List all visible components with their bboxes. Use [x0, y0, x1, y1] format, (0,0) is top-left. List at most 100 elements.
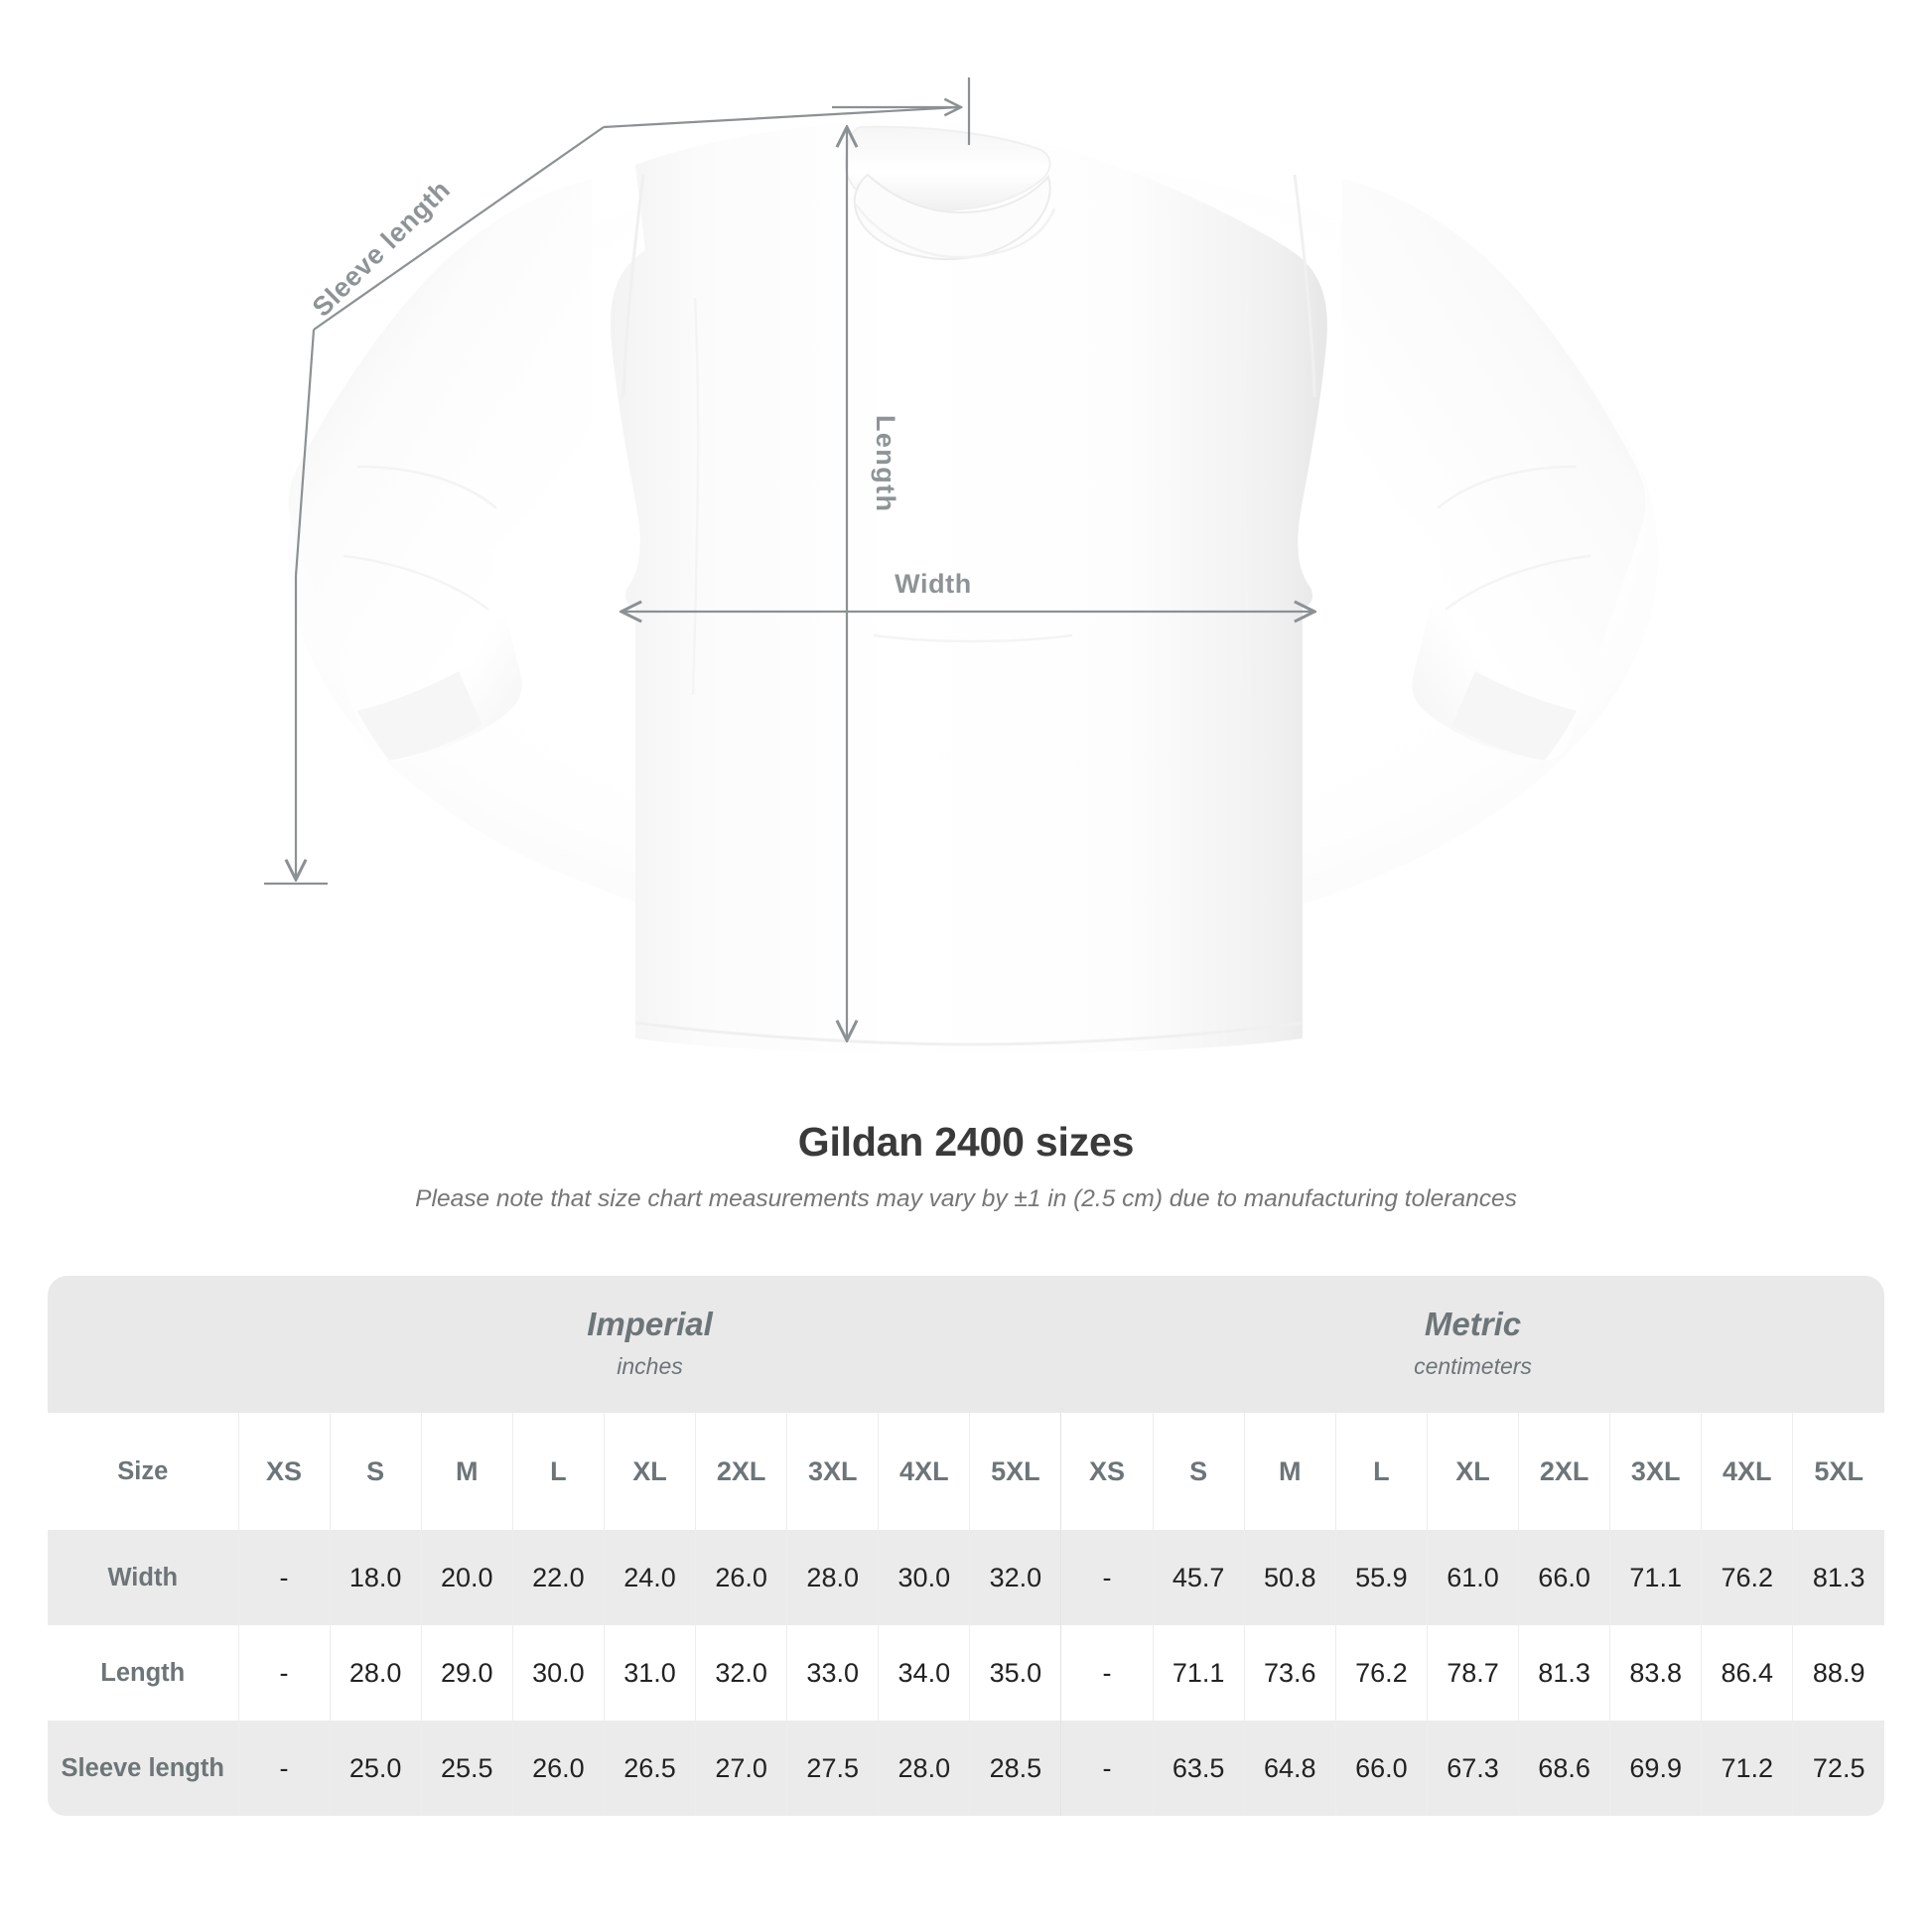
cell-sleeve-metric-5xl: 72.5 — [1792, 1721, 1885, 1817]
size-header-metric-2xl: 2XL — [1518, 1413, 1610, 1531]
row-label-sleeve-length: Sleeve length — [48, 1721, 238, 1817]
size-header-metric-m: M — [1243, 1413, 1336, 1531]
size-label-cell: Size — [48, 1413, 238, 1531]
unit-head-metric: Metric centimeters — [1060, 1276, 1885, 1414]
cell-sleeve-metric-l: 66.0 — [1334, 1721, 1428, 1817]
left-cuff — [357, 671, 483, 760]
cell-width-metric-m: 50.8 — [1243, 1530, 1336, 1626]
row-label-length: Length — [48, 1625, 238, 1722]
size-header-metric-xs: XS — [1060, 1413, 1154, 1531]
left-shoulder-seam — [621, 174, 645, 398]
cell-width-metric-s: 45.7 — [1152, 1530, 1245, 1626]
cell-width-metric-2xl: 66.0 — [1518, 1530, 1610, 1626]
cell-length-metric-xs: - — [1060, 1625, 1154, 1722]
cell-width-imperial-3xl: 28.0 — [786, 1530, 879, 1626]
cell-sleeve-metric-m: 64.8 — [1243, 1721, 1336, 1817]
cell-width-imperial-xl: 24.0 — [603, 1530, 696, 1626]
cell-width-imperial-m: 20.0 — [420, 1530, 513, 1626]
size-header-metric-4xl: 4XL — [1701, 1413, 1793, 1531]
unit-sub-imperial: inches — [617, 1352, 683, 1379]
size-header-metric-3xl: 3XL — [1609, 1413, 1702, 1531]
cell-length-imperial-2xl: 32.0 — [695, 1625, 787, 1722]
cell-width-imperial-xs: - — [237, 1530, 331, 1626]
cell-length-imperial-xs: - — [237, 1625, 331, 1722]
right-cuff — [1451, 671, 1577, 760]
table-row: Length - 28.0 29.0 30.0 31.0 32.0 33.0 3… — [48, 1625, 1885, 1722]
shirt-body — [611, 122, 1327, 1055]
cell-sleeve-imperial-xs: - — [237, 1721, 331, 1817]
unit-sub-metric: centimeters — [1414, 1352, 1532, 1379]
cell-width-metric-5xl: 81.3 — [1792, 1530, 1885, 1626]
size-header-imperial-4xl: 4XL — [878, 1413, 970, 1531]
size-header-imperial-xl: XL — [603, 1413, 696, 1531]
cell-width-metric-4xl: 76.2 — [1701, 1530, 1793, 1626]
cell-length-metric-5xl: 88.9 — [1792, 1625, 1885, 1722]
cell-width-metric-xs: - — [1060, 1530, 1154, 1626]
right-sleeve — [1342, 179, 1646, 761]
cell-sleeve-imperial-l: 26.0 — [511, 1721, 605, 1817]
size-header-metric-5xl: 5XL — [1792, 1413, 1885, 1531]
unit-name-metric: Metric — [1424, 1306, 1522, 1342]
cell-sleeve-imperial-3xl: 27.5 — [786, 1721, 879, 1817]
size-header-imperial-s: S — [329, 1413, 422, 1531]
cell-sleeve-imperial-5xl: 28.5 — [969, 1721, 1061, 1817]
cell-sleeve-imperial-s: 25.0 — [329, 1721, 422, 1817]
page-title: Gildan 2400 sizes — [797, 1119, 1135, 1165]
size-chart-table-wrapper: Imperial inches Metric centimeters Size … — [48, 1276, 1885, 1817]
fabric-folds — [343, 297, 1591, 696]
cell-sleeve-imperial-m: 25.5 — [420, 1721, 513, 1817]
cell-width-metric-3xl: 71.1 — [1609, 1530, 1702, 1626]
cell-width-imperial-s: 18.0 — [329, 1530, 422, 1626]
length-label: Length — [871, 415, 900, 512]
shirt-graphic — [288, 122, 1646, 1055]
size-header-imperial-l: L — [511, 1413, 605, 1531]
cell-length-metric-xl: 78.7 — [1426, 1625, 1519, 1722]
size-header-imperial-m: M — [420, 1413, 513, 1531]
left-sleeve — [288, 179, 592, 761]
cell-length-metric-m: 73.6 — [1243, 1625, 1336, 1722]
cell-width-imperial-l: 22.0 — [511, 1530, 605, 1626]
cell-length-metric-4xl: 86.4 — [1701, 1625, 1793, 1722]
cell-length-imperial-l: 30.0 — [511, 1625, 605, 1722]
row-label-width: Width — [48, 1530, 238, 1626]
width-label: Width — [895, 569, 972, 599]
title-block: Gildan 2400 sizes Please note that size … — [0, 1119, 1932, 1213]
sleeve-length-guide — [264, 77, 971, 886]
cell-width-imperial-2xl: 26.0 — [695, 1530, 787, 1626]
right-shoulder-seam — [1293, 174, 1316, 398]
unit-head-imperial: Imperial inches — [238, 1276, 1061, 1414]
tolerance-note: Please note that size chart measurements… — [415, 1185, 1517, 1213]
cell-length-metric-l: 76.2 — [1334, 1625, 1428, 1722]
unit-head-spacer — [48, 1276, 238, 1414]
cell-length-metric-2xl: 81.3 — [1518, 1625, 1610, 1722]
cell-width-imperial-5xl: 32.0 — [969, 1530, 1061, 1626]
table-row: Sleeve length - 25.0 25.5 26.0 26.5 27.0… — [48, 1721, 1885, 1817]
cell-sleeve-metric-xl: 67.3 — [1426, 1721, 1519, 1817]
table-row: Width - 18.0 20.0 22.0 24.0 26.0 28.0 30… — [48, 1530, 1885, 1626]
cell-width-metric-l: 55.9 — [1334, 1530, 1428, 1626]
size-header-imperial-5xl: 5XL — [969, 1413, 1061, 1531]
cell-sleeve-imperial-2xl: 27.0 — [695, 1721, 787, 1817]
cell-sleeve-metric-s: 63.5 — [1152, 1721, 1245, 1817]
cell-length-imperial-3xl: 33.0 — [786, 1625, 879, 1722]
cell-sleeve-imperial-4xl: 28.0 — [878, 1721, 970, 1817]
size-chart-table: Imperial inches Metric centimeters Size … — [48, 1276, 1885, 1817]
unit-name-imperial: Imperial — [587, 1306, 713, 1342]
cell-length-imperial-4xl: 34.0 — [878, 1625, 970, 1722]
cell-length-imperial-xl: 31.0 — [603, 1625, 696, 1722]
size-header-metric-l: L — [1334, 1413, 1428, 1531]
garment-illustration: Sleeve length Length Width — [264, 77, 1658, 1055]
size-header-row: Size XS S M L XL 2XL 3XL 4XL 5XL XS S M … — [48, 1413, 1885, 1531]
cell-length-imperial-m: 29.0 — [420, 1625, 513, 1722]
cell-width-imperial-4xl: 30.0 — [878, 1530, 970, 1626]
size-header-metric-xl: XL — [1426, 1413, 1519, 1531]
cell-sleeve-metric-2xl: 68.6 — [1518, 1721, 1610, 1817]
cell-sleeve-metric-xs: - — [1060, 1721, 1154, 1817]
cell-length-imperial-5xl: 35.0 — [969, 1625, 1061, 1722]
cell-sleeve-imperial-xl: 26.5 — [603, 1721, 696, 1817]
size-header-metric-s: S — [1152, 1413, 1245, 1531]
measurement-guides — [264, 77, 1312, 1038]
cell-length-metric-s: 71.1 — [1152, 1625, 1245, 1722]
cell-length-imperial-s: 28.0 — [329, 1625, 422, 1722]
cell-width-metric-xl: 61.0 — [1426, 1530, 1519, 1626]
